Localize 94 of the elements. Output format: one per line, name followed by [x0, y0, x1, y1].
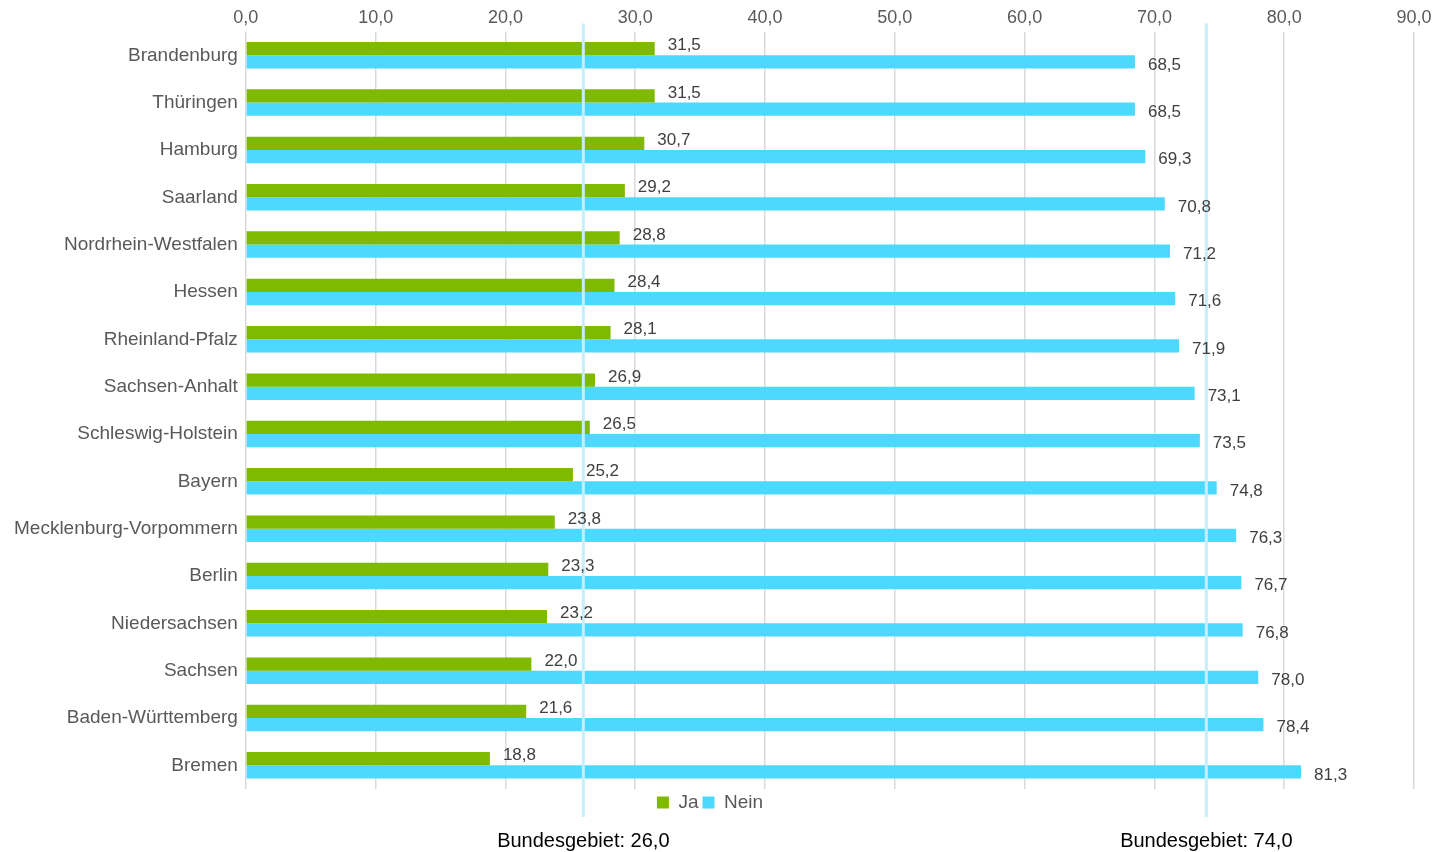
bar: [246, 386, 1195, 400]
y-tick-label: Sachsen: [163, 658, 238, 680]
data-label: 73,5: [1212, 433, 1246, 453]
data-label: 78,0: [1271, 669, 1305, 689]
bar: [246, 291, 1176, 306]
bar: [246, 373, 596, 387]
data-label: 28,1: [623, 319, 657, 339]
y-tick-label: Thüringen: [152, 90, 238, 112]
bar: [246, 765, 1302, 779]
data-label: 69,3: [1158, 149, 1192, 169]
data-label: 76,7: [1254, 575, 1288, 595]
y-tick-label: Hessen: [173, 280, 238, 302]
data-label: 25,2: [585, 461, 620, 481]
data-label: 71,6: [1188, 291, 1222, 311]
bar: [246, 55, 1135, 69]
data-label: 78,4: [1276, 717, 1310, 737]
bar: [246, 136, 645, 150]
x-tick-label: 30,0: [617, 6, 653, 27]
bar: [246, 339, 1180, 353]
bar: [246, 468, 573, 482]
data-label: 29,2: [637, 177, 671, 197]
y-tick-label: Mecklenburg-Vorpommern: [14, 516, 238, 538]
data-label: 68,5: [1147, 54, 1182, 74]
y-tick-label: Bremen: [171, 753, 238, 775]
y-tick-label: Bayern: [177, 469, 238, 491]
data-label: 23,3: [561, 556, 595, 576]
data-label: 30,7: [657, 130, 691, 149]
data-label: 31,5: [667, 35, 701, 55]
x-tick-label: 80,0: [1266, 6, 1302, 27]
y-tick-label: Hamburg: [159, 138, 238, 160]
y-tick-label: Nordrhein-Westfalen: [63, 232, 238, 254]
bar: [246, 704, 527, 718]
data-label: 18,8: [502, 745, 536, 765]
data-label: 26,9: [608, 366, 642, 386]
y-tick-label: Baden-Württemberg: [66, 706, 238, 728]
y-tick-label: Sachsen-Anhalt: [103, 374, 239, 396]
data-label: 76,8: [1255, 622, 1289, 642]
y-tick-label: Schleswig-Holstein: [77, 422, 238, 444]
data-label: 23,2: [559, 603, 594, 623]
y-tick-label: Rheinland-Pfalz: [103, 327, 238, 349]
data-label: 71,2: [1182, 243, 1217, 263]
bar: [246, 752, 490, 766]
y-tick-label: Niedersachsen: [111, 611, 238, 633]
bar: [246, 184, 625, 198]
bar: [246, 515, 555, 529]
x-tick-label: 0,0: [233, 6, 259, 27]
x-tick-label: 20,0: [487, 6, 523, 27]
data-label: 70,8: [1177, 196, 1211, 216]
data-label: 76,3: [1249, 527, 1283, 547]
x-tick-label: 60,0: [1007, 6, 1043, 27]
data-label: 73,1: [1207, 385, 1241, 405]
legend-label: Nein: [724, 790, 764, 812]
data-label: 71,9: [1192, 338, 1226, 358]
bar: [246, 89, 655, 103]
data-label: 68,5: [1147, 101, 1182, 121]
data-label: 81,3: [1314, 764, 1348, 784]
data-label: 22,0: [544, 650, 578, 670]
data-label: 28,4: [627, 272, 661, 292]
bar: [246, 420, 590, 434]
bar: [246, 231, 620, 245]
legend-label: Ja: [678, 790, 699, 812]
data-label: 23,8: [567, 508, 601, 528]
bar: [246, 575, 1242, 590]
bar: [246, 244, 1170, 258]
bar: [246, 562, 549, 576]
bar: [246, 149, 1146, 164]
data-label: 31,5: [667, 82, 701, 102]
bar: [246, 623, 1243, 637]
bar: [246, 717, 1264, 732]
bar: [246, 528, 1237, 542]
y-tick-label: Berlin: [189, 564, 238, 586]
bar: [246, 197, 1165, 211]
ref-line-label: Bundesgebiet: 26,0: [497, 828, 670, 851]
bar: [246, 657, 532, 671]
y-tick-label: Saarland: [161, 185, 238, 207]
bar: [246, 42, 655, 56]
data-label: 28,8: [632, 224, 666, 244]
bar: [246, 326, 611, 340]
bar: [246, 610, 547, 624]
y-tick-label: Brandenburg: [128, 43, 238, 65]
x-tick-label: 10,0: [358, 6, 394, 27]
bar: [246, 670, 1259, 684]
bar: [246, 278, 615, 292]
data-label: 21,6: [539, 698, 573, 718]
bar: [246, 481, 1217, 495]
x-tick-label: 50,0: [877, 6, 913, 27]
data-label: 74,8: [1229, 480, 1263, 500]
x-tick-label: 90,0: [1396, 6, 1432, 27]
data-label: 26,5: [602, 414, 636, 434]
x-tick-label: 70,0: [1136, 6, 1172, 27]
bar: [246, 102, 1135, 116]
x-tick-label: 40,0: [747, 6, 783, 27]
ref-line-label: Bundesgebiet: 74,0: [1120, 828, 1293, 851]
bar: [246, 433, 1200, 448]
